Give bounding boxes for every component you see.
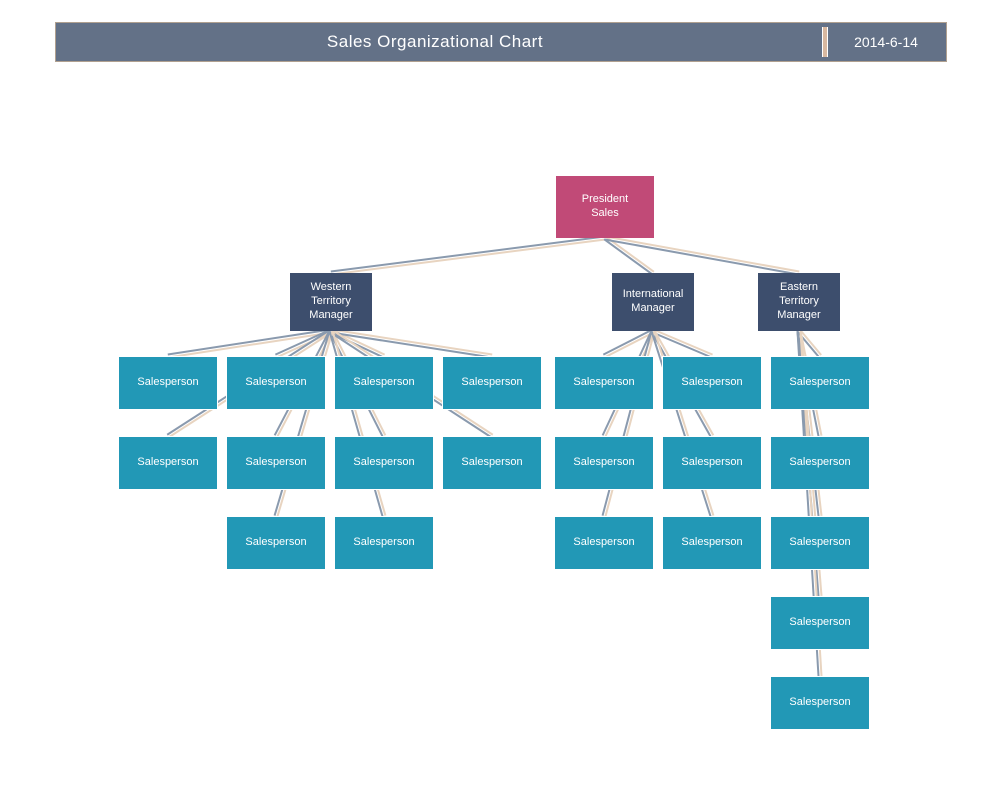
org-node-label: Eastern Territory Manager <box>777 281 820 322</box>
org-node-s-i-4: Salesperson <box>662 436 762 490</box>
org-node-label: International Manager <box>623 288 684 316</box>
org-node-label: Salesperson <box>353 456 414 470</box>
org-node-label: Salesperson <box>681 456 742 470</box>
org-node-label: Salesperson <box>789 536 850 550</box>
org-node-s-e-4: Salesperson <box>770 596 870 650</box>
org-node-label: Salesperson <box>245 376 306 390</box>
org-node-label: Salesperson <box>461 456 522 470</box>
org-node-label: Salesperson <box>137 456 198 470</box>
header-title: Sales Organizational Chart <box>56 32 814 52</box>
org-node-label: Western Territory Manager <box>309 281 352 322</box>
org-node-mgr-intl: International Manager <box>612 273 694 331</box>
org-node-label: Salesperson <box>245 536 306 550</box>
header-divider <box>822 27 828 57</box>
org-node-s-w-8: Salesperson <box>442 436 542 490</box>
org-node-mgr-west: Western Territory Manager <box>290 273 372 331</box>
org-node-label: Salesperson <box>353 376 414 390</box>
org-node-s-w-2: Salesperson <box>226 356 326 410</box>
org-node-s-w-9: Salesperson <box>226 516 326 570</box>
org-node-s-w-4: Salesperson <box>442 356 542 410</box>
org-node-label: President Sales <box>582 193 628 221</box>
org-node-label: Salesperson <box>573 456 634 470</box>
org-node-s-e-5: Salesperson <box>770 676 870 730</box>
org-node-s-i-2: Salesperson <box>662 356 762 410</box>
org-node-label: Salesperson <box>461 376 522 390</box>
org-node-label: Salesperson <box>789 696 850 710</box>
org-node-s-e-1: Salesperson <box>770 356 870 410</box>
org-node-s-e-3: Salesperson <box>770 516 870 570</box>
org-node-s-w-5: Salesperson <box>118 436 218 490</box>
org-node-s-w-10: Salesperson <box>334 516 434 570</box>
org-node-label: Salesperson <box>353 536 414 550</box>
org-node-label: Salesperson <box>789 376 850 390</box>
org-node-s-i-1: Salesperson <box>554 356 654 410</box>
header-bar: Sales Organizational Chart 2014-6-14 <box>55 22 947 62</box>
org-node-label: Salesperson <box>137 376 198 390</box>
org-node-label: Salesperson <box>789 456 850 470</box>
org-node-s-w-1: Salesperson <box>118 356 218 410</box>
org-node-mgr-east: Eastern Territory Manager <box>758 273 840 331</box>
org-node-label: Salesperson <box>573 376 634 390</box>
org-node-s-w-6: Salesperson <box>226 436 326 490</box>
org-node-label: Salesperson <box>681 376 742 390</box>
org-node-president: President Sales <box>556 176 654 238</box>
org-node-s-e-2: Salesperson <box>770 436 870 490</box>
org-node-label: Salesperson <box>573 536 634 550</box>
org-node-s-w-3: Salesperson <box>334 356 434 410</box>
org-node-s-w-7: Salesperson <box>334 436 434 490</box>
org-node-s-i-5: Salesperson <box>554 516 654 570</box>
org-node-label: Salesperson <box>789 616 850 630</box>
org-node-label: Salesperson <box>245 456 306 470</box>
org-node-label: Salesperson <box>681 536 742 550</box>
org-node-s-i-6: Salesperson <box>662 516 762 570</box>
header-date: 2014-6-14 <box>836 34 946 50</box>
org-node-s-i-3: Salesperson <box>554 436 654 490</box>
